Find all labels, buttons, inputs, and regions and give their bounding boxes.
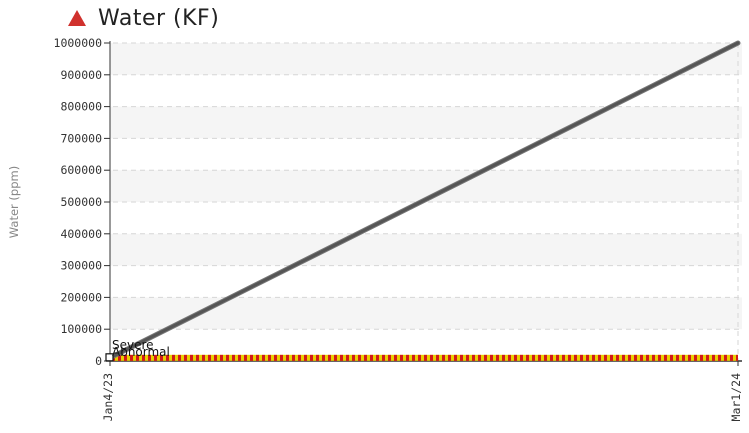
y-tick-label: 600000 (60, 163, 102, 177)
y-tick-label: 800000 (60, 100, 102, 114)
chart-title: Water (KF) (98, 5, 220, 31)
y-tick-label: 0 (95, 354, 102, 368)
annotation-severe: Severe (112, 338, 154, 352)
x-tick-label: Mar1/24 (729, 373, 743, 422)
y-axis-label: Water (ppm) (7, 166, 21, 238)
red-triangle-icon (68, 10, 86, 26)
y-tick-labels: 0 100000 200000 300000 400000 500000 600000 700… (54, 36, 103, 368)
series-group (105, 40, 741, 362)
series-line (108, 41, 740, 360)
y-tick-label: 700000 (60, 131, 102, 145)
grid-band (110, 106, 742, 139)
chart-header: Water (KF) (68, 4, 219, 32)
y-tick-label: 1000000 (54, 36, 103, 50)
y-tick-label: 400000 (60, 227, 102, 241)
y-tick-label: 100000 (60, 322, 102, 336)
annotation-abnormal: Abnormal (112, 345, 170, 359)
grid-band (110, 43, 742, 75)
grid-band (110, 297, 742, 330)
x-tick-label: Jan4/23 (101, 373, 115, 422)
limit-lines (112, 354, 738, 361)
y-tick-label: 300000 (60, 259, 102, 273)
y-tick-label: 200000 (60, 290, 102, 304)
grid-band (110, 233, 742, 266)
axes (104, 41, 742, 366)
x-tick-labels: Jan4/23 Mar1/24 (101, 373, 743, 422)
y-tick-label: 500000 (60, 195, 102, 209)
y-tick-label: 900000 (60, 68, 102, 82)
data-point-marker[interactable] (105, 353, 114, 362)
